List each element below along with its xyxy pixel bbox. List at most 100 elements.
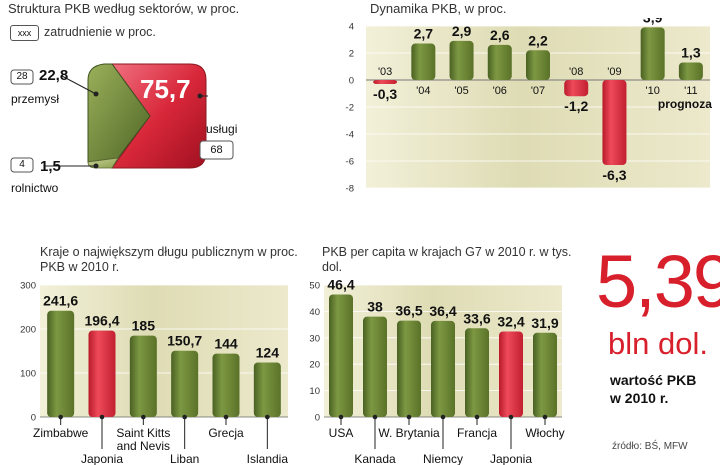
dynamics-category: '03 <box>378 66 392 78</box>
source-note: źródło: BŚ, MFW <box>612 441 688 452</box>
dynamics-bar <box>487 44 512 80</box>
debt-category: Grecja <box>208 426 244 440</box>
sectors-title: Struktura PKB według sektorów, w proc. <box>8 1 240 16</box>
debt-category: Saint Kitts <box>116 426 170 440</box>
dynamics-category: '04 <box>416 85 430 97</box>
debt-leader-dot <box>223 414 229 420</box>
percapita-bar <box>329 294 353 417</box>
percapita-leader-dot <box>372 414 378 420</box>
dynamics-ytick: 4 <box>349 22 354 33</box>
dynamics-ytick: -6 <box>346 157 354 168</box>
percapita-category: Włochy <box>525 426 564 440</box>
percapita-bar <box>363 316 387 417</box>
debt-chart: 300 200 100 0 241,6 Zimbabwe 196,4 Japonia 185 Sa… <box>20 281 288 465</box>
dynamics-value-label: -6,3 <box>602 167 626 183</box>
percapita-bar <box>431 320 455 417</box>
dynamics-title: Dynamika PKB, w proc. <box>370 1 507 16</box>
dynamics-bar <box>526 50 550 80</box>
dynamics-chart: 4 2 0 -2 -4 -6 -8 '03 -0,3 '04 2,7 '05 2,9 '06 2,6 '07 2… <box>346 18 713 195</box>
debt-value-label: 196,4 <box>84 313 119 329</box>
dynamics-bar <box>678 62 703 80</box>
services-value: 75,7 <box>140 74 191 104</box>
debt-category: Zimbabwe <box>33 426 89 440</box>
percapita-ytick: 0 <box>315 413 320 424</box>
percapita-leader-dot <box>474 414 480 420</box>
services-employment: 68 <box>210 144 223 156</box>
debt-value-label: 241,6 <box>43 293 78 309</box>
percapita-value-label: 36,5 <box>395 303 422 319</box>
percapita-category: W. Brytania <box>378 426 440 440</box>
percapita-value-label: 31,9 <box>531 315 558 331</box>
percapita-leader-dot <box>542 414 548 420</box>
dynamics-bar <box>373 80 398 85</box>
dynamics-category: '09 <box>607 66 621 78</box>
debt-leader-dot <box>99 414 105 420</box>
percapita-value-label: 33,6 <box>463 310 490 326</box>
dynamics-ytick: -8 <box>346 184 354 195</box>
debt-bar <box>129 335 157 417</box>
agriculture-value: 1,5 <box>40 158 61 175</box>
debt-bar <box>88 330 116 417</box>
percapita-ytick: 30 <box>309 333 320 344</box>
agriculture-label: rolnictwo <box>11 181 59 195</box>
dynamics-value-label: 2,9 <box>452 23 472 39</box>
debt-bar <box>47 310 75 417</box>
debt-bar <box>171 350 199 417</box>
percapita-ytick: 40 <box>309 307 320 318</box>
percapita-title: PKB per capita w krajach G7 w 2010 r. w … <box>322 245 572 274</box>
percapita-category: Niemcy <box>423 452 463 465</box>
percapita-category: Francja <box>457 426 497 440</box>
dynamics-value-label: 1,3 <box>681 44 701 60</box>
dynamics-category: '07 <box>531 85 545 97</box>
dynamics-ytick: -2 <box>346 103 354 114</box>
gdp-caption-1: wartość PKB <box>610 372 697 388</box>
agriculture-employment: 4 <box>19 159 25 170</box>
dynamics-category: '08 <box>569 66 583 78</box>
percapita-bar <box>465 328 489 417</box>
percapita-category: USA <box>329 426 354 440</box>
dynamics-value-label: 2,6 <box>490 27 510 43</box>
debt-leader-dot <box>58 414 63 420</box>
dynamics-bar <box>602 80 627 166</box>
percapita-ytick: 10 <box>309 386 320 397</box>
dynamics-bar <box>411 43 436 80</box>
debt-value-label: 124 <box>256 344 280 360</box>
debt-value-label: 185 <box>132 318 156 334</box>
debt-leader-dot <box>265 414 270 420</box>
industry-label: przemysł <box>11 92 60 106</box>
percapita-bar <box>499 331 523 417</box>
sectors-graphic <box>10 63 234 173</box>
dynamics-ytick: 2 <box>349 49 354 60</box>
gdp-caption-2: w 2010 r. <box>610 390 669 406</box>
debt-bar <box>212 353 240 417</box>
debt-value-label: 144 <box>214 336 238 352</box>
dynamics-value-label: -0,3 <box>373 86 397 102</box>
debt-category: and Nevis <box>117 439 170 453</box>
industry-value: 22,8 <box>39 67 69 84</box>
percapita-value-label: 36,4 <box>429 303 456 319</box>
percapita-value-label: 38 <box>367 299 383 315</box>
legend-text: zatrudnienie w proc. <box>44 25 156 39</box>
dynamics-bar <box>564 80 589 97</box>
dynamics-ytick: 0 <box>349 76 354 87</box>
percapita-value-label: 32,4 <box>497 313 524 329</box>
debt-title: Kraje o największym długu publicznym w p… <box>40 245 298 274</box>
debt-ytick: 200 <box>20 325 36 336</box>
dynamics-bar <box>640 27 665 81</box>
percapita-leader-dot <box>508 414 514 420</box>
percapita-leader-dot <box>338 414 344 420</box>
gdp-value: 5,39 <box>596 240 720 323</box>
debt-ytick: 300 <box>20 281 36 292</box>
percapita-leader-dot <box>440 414 446 420</box>
debt-category: Japonia <box>81 452 123 465</box>
dynamics-bar <box>449 40 474 80</box>
industry-employment: 28 <box>16 71 28 82</box>
debt-bar <box>253 362 281 417</box>
debt-leader-dot <box>141 414 146 420</box>
debt-category: Liban <box>170 452 199 465</box>
percapita-leader-dot <box>406 414 412 420</box>
percapita-value-label: 46,4 <box>327 277 354 293</box>
percapita-ytick: 50 <box>309 281 320 292</box>
dynamics-note: prognoza <box>658 97 712 111</box>
industry-shape <box>87 63 151 163</box>
